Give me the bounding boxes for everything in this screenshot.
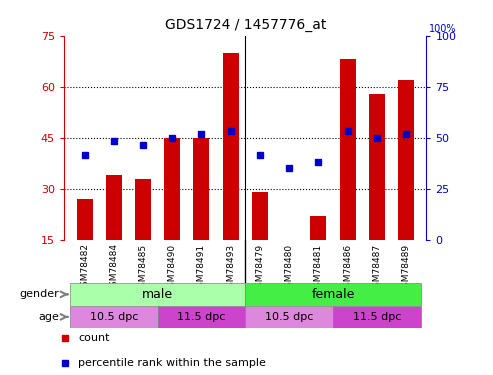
Text: GSM78487: GSM78487 (372, 243, 381, 292)
Bar (76, 199, 93, 240)
Text: GSM78486: GSM78486 (343, 243, 352, 292)
Text: GSM78481: GSM78481 (314, 243, 323, 292)
Text: GSM78493: GSM78493 (226, 243, 235, 292)
Bar (340, 60, 355, 240)
Bar (70, 283, 246, 306)
Bar (246, 283, 421, 306)
Text: 11.5 dpc: 11.5 dpc (177, 312, 226, 322)
Bar (164, 138, 180, 240)
Text: female: female (311, 288, 354, 301)
Text: GSM78489: GSM78489 (401, 243, 411, 292)
Text: GSM78479: GSM78479 (255, 243, 264, 292)
Text: GSM78484: GSM78484 (109, 243, 118, 292)
Text: GSM78490: GSM78490 (168, 243, 176, 292)
Text: 10.5 dpc: 10.5 dpc (90, 312, 138, 322)
Text: gender: gender (19, 290, 59, 299)
Bar (158, 306, 246, 328)
Bar (193, 138, 210, 240)
Bar (223, 53, 239, 240)
Bar (106, 175, 122, 240)
Bar (398, 80, 414, 240)
Bar (310, 216, 326, 240)
Bar (369, 93, 385, 240)
Text: age: age (38, 312, 59, 322)
Bar (252, 192, 268, 240)
Bar (135, 179, 151, 240)
Bar (70, 306, 158, 328)
Bar (281, 240, 297, 243)
Text: GSM78480: GSM78480 (284, 243, 294, 292)
Text: GSM78482: GSM78482 (80, 243, 89, 292)
Text: GSM78485: GSM78485 (139, 243, 147, 292)
Text: 100%: 100% (429, 24, 457, 34)
Text: percentile rank within the sample: percentile rank within the sample (78, 358, 266, 368)
Text: GSM78491: GSM78491 (197, 243, 206, 292)
Bar (333, 306, 421, 328)
Text: count: count (78, 333, 110, 344)
Text: 11.5 dpc: 11.5 dpc (352, 312, 401, 322)
Text: 10.5 dpc: 10.5 dpc (265, 312, 313, 322)
Text: GDS1724 / 1457776_at: GDS1724 / 1457776_at (165, 18, 326, 32)
Text: male: male (142, 288, 173, 301)
Bar (246, 306, 333, 328)
